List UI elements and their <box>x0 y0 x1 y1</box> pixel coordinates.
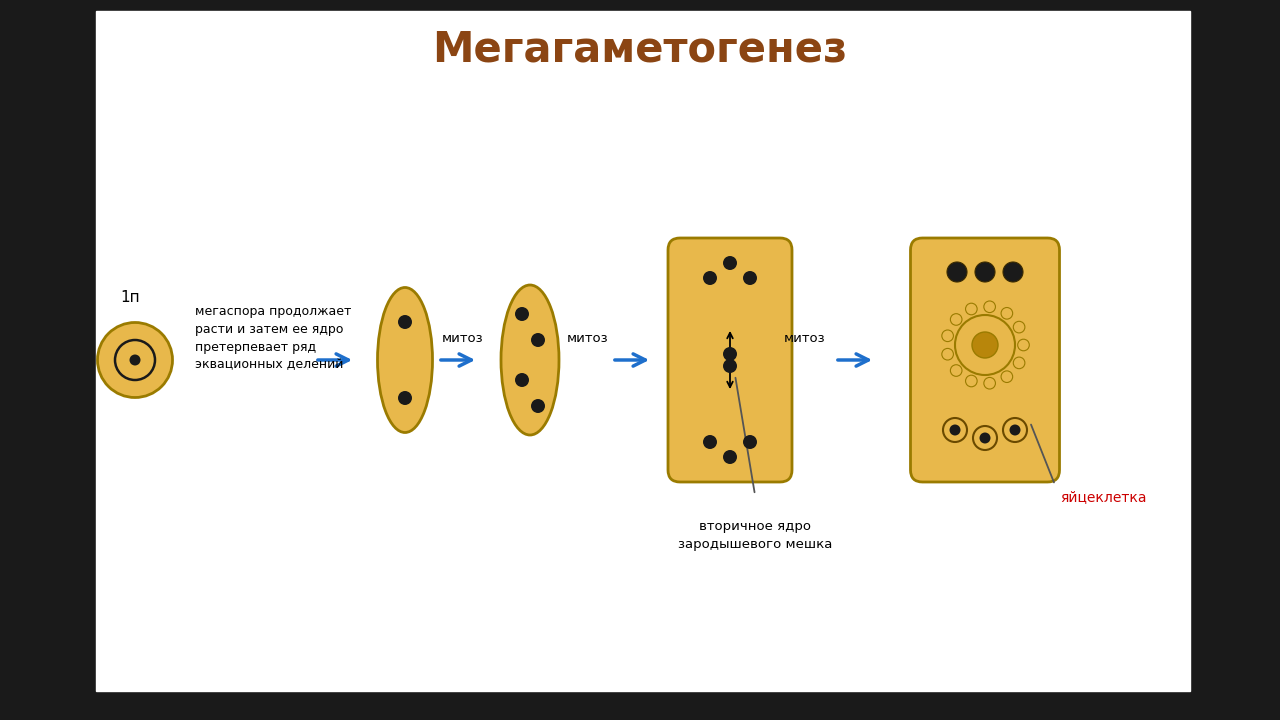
Circle shape <box>723 256 737 270</box>
Circle shape <box>943 418 966 442</box>
Circle shape <box>723 347 737 361</box>
Circle shape <box>742 435 756 449</box>
Text: митоз: митоз <box>442 331 484 344</box>
Ellipse shape <box>500 285 559 435</box>
Circle shape <box>723 359 737 373</box>
Circle shape <box>1018 339 1029 351</box>
Ellipse shape <box>378 287 433 433</box>
Circle shape <box>955 315 1015 375</box>
Circle shape <box>723 450 737 464</box>
Text: 1п: 1п <box>120 290 140 305</box>
Circle shape <box>742 271 756 285</box>
Circle shape <box>942 348 954 360</box>
Circle shape <box>515 307 529 321</box>
Circle shape <box>1004 418 1027 442</box>
Ellipse shape <box>97 323 173 397</box>
FancyBboxPatch shape <box>910 238 1060 482</box>
Circle shape <box>950 365 963 377</box>
Text: мегаспора продолжает
расти и затем ее ядро
претерпевает ряд
эквационных делений: мегаспора продолжает расти и затем ее яд… <box>195 305 352 372</box>
Circle shape <box>984 301 996 312</box>
Circle shape <box>1001 307 1012 319</box>
Circle shape <box>1010 425 1020 436</box>
Circle shape <box>531 399 545 413</box>
Circle shape <box>965 303 977 315</box>
Text: митоз: митоз <box>567 331 609 344</box>
Circle shape <box>975 262 995 282</box>
Circle shape <box>1014 357 1025 369</box>
Circle shape <box>972 332 998 358</box>
Circle shape <box>973 426 997 450</box>
Circle shape <box>703 435 717 449</box>
Circle shape <box>129 354 141 366</box>
Circle shape <box>1004 262 1023 282</box>
Circle shape <box>950 314 963 325</box>
Circle shape <box>984 377 996 389</box>
Circle shape <box>950 425 960 436</box>
Text: митоз: митоз <box>785 331 826 344</box>
Circle shape <box>942 330 954 341</box>
Circle shape <box>965 375 977 387</box>
Circle shape <box>703 271 717 285</box>
Circle shape <box>398 391 412 405</box>
FancyBboxPatch shape <box>668 238 792 482</box>
Circle shape <box>1014 321 1025 333</box>
Circle shape <box>979 433 991 444</box>
Circle shape <box>515 373 529 387</box>
Circle shape <box>398 315 412 329</box>
Text: яйцеклетка: яйцеклетка <box>1060 490 1147 504</box>
Text: Мегагаметогенез: Мегагаметогенез <box>433 29 847 71</box>
Circle shape <box>1001 371 1012 382</box>
Text: вторичное ядро
зародышевого мешка: вторичное ядро зародышевого мешка <box>678 520 832 551</box>
Circle shape <box>947 262 966 282</box>
Circle shape <box>531 333 545 347</box>
